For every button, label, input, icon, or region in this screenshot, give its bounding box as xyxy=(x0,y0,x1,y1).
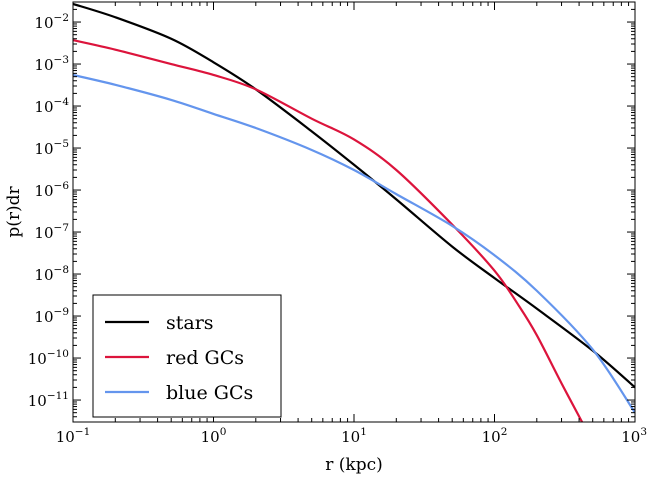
y-tick-label: 10−6 xyxy=(34,180,69,200)
y-tick-label: 10−3 xyxy=(34,54,69,74)
x-tick-label: 103 xyxy=(621,426,647,446)
x-tick-label: 101 xyxy=(341,426,367,446)
legend-label-stars: stars xyxy=(166,312,214,334)
series-line-red-gcs xyxy=(73,39,584,422)
data-curves xyxy=(73,2,635,422)
axis-tick-labels: 10−1 100 101 102 103 10−2 10−3 10−4 10−5 10−6 10−7… xyxy=(28,12,647,446)
y-tick-label: 10−2 xyxy=(34,12,69,32)
y-tick-label: 10−7 xyxy=(34,222,69,242)
y-tick-label: 10−8 xyxy=(34,264,69,284)
y-axis-label: p(r)dr xyxy=(4,185,24,237)
y-tick-label: 10−5 xyxy=(34,138,69,158)
y-tick-label: 10−11 xyxy=(28,390,69,410)
legend-label-red-gcs: red GCs xyxy=(166,347,244,369)
x-tick-label: 100 xyxy=(201,426,227,446)
x-tick-label: 10−1 xyxy=(56,426,91,446)
x-tick-label: 102 xyxy=(482,426,508,446)
axis-ticks xyxy=(72,1,636,423)
x-axis-label: r (kpc) xyxy=(325,455,383,475)
y-tick-label: 10−4 xyxy=(34,96,69,116)
y-tick-label: 10−10 xyxy=(28,348,69,368)
legend-label-blue-gcs: blue GCs xyxy=(166,382,253,404)
series-line-blue-gcs xyxy=(73,73,635,414)
legend: stars red GCs blue GCs xyxy=(92,294,282,418)
y-tick-label: 10−9 xyxy=(34,306,69,326)
series-line-stars xyxy=(73,2,635,389)
